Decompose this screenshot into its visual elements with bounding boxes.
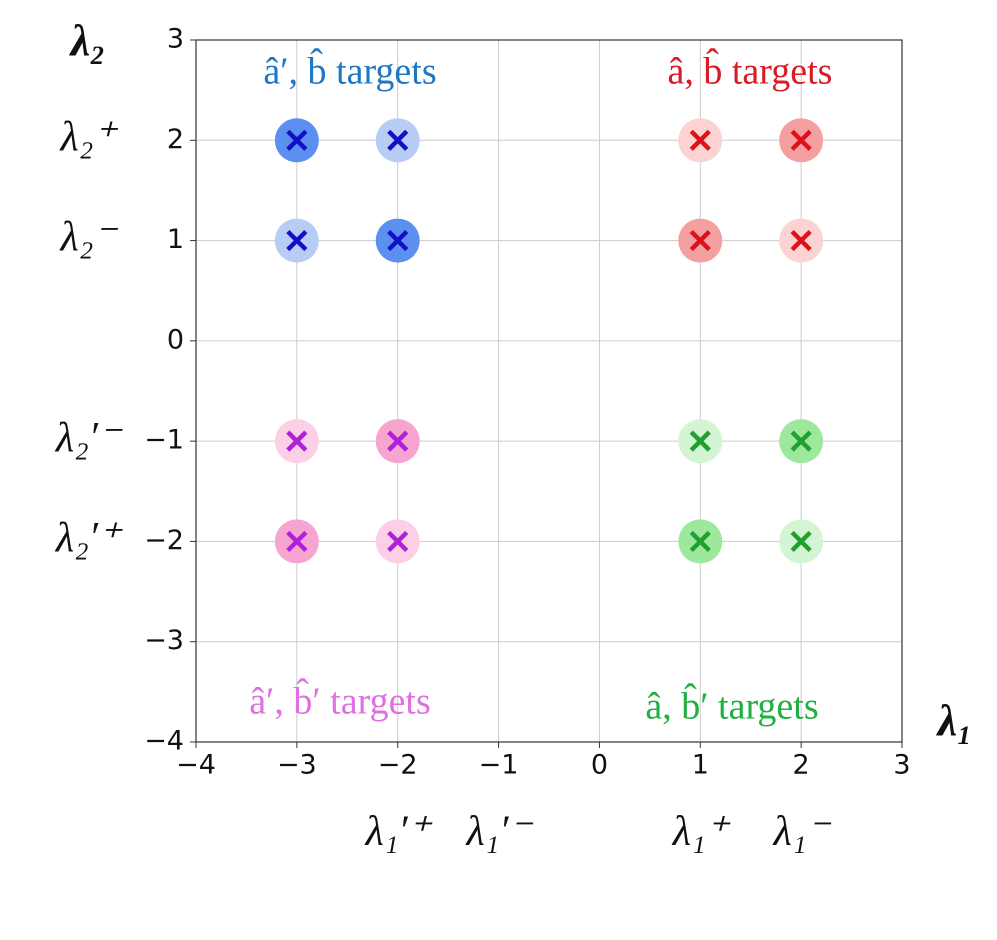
point-marker bbox=[387, 129, 409, 151]
y-symbol-label: λ₂′⁺ bbox=[54, 515, 123, 561]
y-axis-label: λ₂ bbox=[69, 16, 106, 65]
y-tick-label: 3 bbox=[167, 24, 184, 55]
x-symbol-label: λ₁′⁻ bbox=[464, 809, 533, 855]
point-marker bbox=[286, 430, 308, 452]
x-symbol-label: λ₁⁺ bbox=[671, 809, 731, 855]
x-symbol-label: λ₁′⁺ bbox=[364, 809, 433, 855]
x-symbol-label: λ₁⁻ bbox=[772, 809, 832, 855]
x-axis-label: λ₁ bbox=[936, 696, 973, 745]
legend-label: â, b̂ targets bbox=[668, 48, 833, 93]
point-marker bbox=[286, 530, 308, 553]
y-tick-label: 1 bbox=[167, 224, 184, 255]
point-marker bbox=[286, 229, 308, 252]
point-marker bbox=[790, 229, 812, 252]
plot-frame bbox=[195, 39, 903, 743]
point-marker bbox=[689, 129, 711, 151]
y-symbol-label: λ₂⁺ bbox=[59, 114, 119, 160]
y-tick-label: −4 bbox=[144, 726, 184, 757]
point-marker bbox=[689, 430, 711, 452]
legend-label: â′, b̂ targets bbox=[263, 48, 436, 93]
x-tick-label: 2 bbox=[793, 750, 810, 781]
point-marker bbox=[689, 530, 711, 553]
legend-label: â′, b̂′ targets bbox=[249, 678, 431, 723]
point-marker bbox=[790, 430, 812, 452]
point-marker bbox=[689, 229, 711, 252]
legend-label: â, b̂′ targets bbox=[645, 683, 818, 728]
y-tick-label: −3 bbox=[144, 625, 184, 656]
x-tick-label: 3 bbox=[893, 750, 910, 781]
y-tick-label: −1 bbox=[144, 425, 184, 456]
x-tick-label: −1 bbox=[479, 750, 519, 781]
x-tick-label: 1 bbox=[692, 750, 709, 781]
y-symbol-label: λ₂′⁻ bbox=[54, 415, 123, 461]
point-marker bbox=[387, 229, 409, 252]
y-symbol-label: λ₂⁻ bbox=[59, 214, 119, 260]
point-marker bbox=[387, 430, 409, 452]
y-tick-label: −2 bbox=[144, 525, 184, 556]
y-tick-label: 0 bbox=[167, 324, 184, 355]
x-tick-label: −3 bbox=[277, 750, 317, 781]
point-marker bbox=[790, 530, 812, 553]
x-tick-label: −2 bbox=[378, 750, 418, 781]
point-marker bbox=[286, 129, 308, 151]
point-marker bbox=[387, 530, 409, 553]
y-tick-label: 2 bbox=[167, 124, 184, 155]
point-marker bbox=[790, 129, 812, 151]
x-tick-label: 0 bbox=[591, 750, 608, 781]
x-tick-label: −4 bbox=[176, 750, 216, 781]
